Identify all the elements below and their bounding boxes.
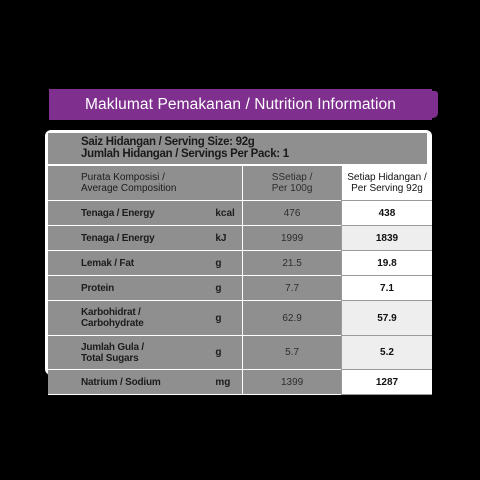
nutrient-name-line2: Carbohydrate	[81, 318, 144, 329]
nutrient-per-serving: 5.2	[340, 336, 432, 370]
nutrient-name-line1: Natrium / Sodium	[81, 376, 161, 388]
table-row: Karbohidrat / Carbohydrate g 62.9 57.9	[48, 301, 432, 336]
nutrition-banner: Maklumat Pemakanan / Nutrition Informati…	[49, 89, 438, 120]
nutrient-per-serving: 438	[340, 201, 432, 226]
table-row: Tenaga / Energy kJ 1999 1839	[48, 226, 432, 251]
header-per100: SSetiap / Per 100g	[242, 166, 341, 201]
table-header-row: Purata Komposisi / Average Composition S…	[48, 166, 432, 201]
nutrient-per100: 1399	[242, 370, 341, 395]
header-per-serving: Setiap Hidangan / Per Serving 92g	[340, 166, 432, 201]
nutrient-name-line1: Protein	[81, 282, 115, 294]
nutrient-per100: 5.7	[242, 336, 341, 370]
serving-size: Saiz Hidangan / Serving Size: 92g	[81, 136, 255, 148]
nutrient-name: Tenaga / Energy	[48, 201, 216, 226]
nutrient-per100: 476	[242, 201, 341, 226]
nutrient-name-line2: Total Sugars	[81, 352, 139, 364]
header-per100-line1: SSetiap /	[271, 172, 313, 183]
nutrient-per100: 62.9	[242, 301, 341, 336]
nutrient-per-serving: 1839	[340, 226, 432, 251]
header-composition: Purata Komposisi / Average Composition	[48, 166, 216, 201]
header-serving-line1: Setiap Hidangan /	[347, 172, 427, 183]
nutrient-per100: 7.7	[242, 276, 341, 301]
nutrient-name: Karbohidrat / Carbohydrate	[48, 301, 216, 336]
nutrient-name: Lemak / Fat	[48, 251, 216, 276]
table-row: Lemak / Fat g 21.5 19.8	[48, 251, 432, 276]
nutrient-name: Tenaga / Energy	[48, 226, 216, 251]
nutrient-name-line1: Tenaga / Energy	[81, 232, 155, 244]
nutrient-unit: g	[215, 276, 243, 301]
nutrient-unit: kcal	[215, 201, 243, 226]
header-serving-line2: Per Serving 92g	[351, 183, 423, 194]
header-composition-line1: Purata Komposisi /	[81, 172, 165, 183]
nutrient-per100: 21.5	[242, 251, 341, 276]
nutrient-name: Natrium / Sodium	[48, 370, 216, 395]
header-composition-line2: Average Composition	[81, 183, 177, 194]
nutrition-panel: Saiz Hidangan / Serving Size: 92g Jumlah…	[45, 130, 432, 395]
header-per100-line2: Per 100g	[271, 183, 313, 194]
nutrient-name-line1: Lemak / Fat	[81, 257, 134, 269]
nutrient-unit: mg	[215, 370, 243, 395]
nutrient-name-line1: Karbohidrat /	[81, 307, 141, 318]
nutrient-unit: g	[215, 251, 243, 276]
nutrient-name-line1: Tenaga / Energy	[81, 207, 155, 219]
nutrient-per-serving: 57.9	[340, 301, 432, 336]
nutrient-name: Protein	[48, 276, 216, 301]
table-row: Jumlah Gula / Total Sugars g 5.7 5.2	[48, 336, 432, 370]
servings-per-pack: Jumlah Hidangan / Servings Per Pack: 1	[81, 148, 289, 160]
table-row: Protein g 7.7 7.1	[48, 276, 432, 301]
table-row: Tenaga / Energy kcal 476 438	[48, 201, 432, 226]
table-row: Natrium / Sodium mg 1399 1287	[48, 370, 432, 395]
nutrient-name-line1: Jumlah Gula /	[81, 341, 144, 353]
nutrient-per-serving: 7.1	[340, 276, 432, 301]
nutrient-per-serving: 19.8	[340, 251, 432, 276]
nutrient-name: Jumlah Gula / Total Sugars	[48, 336, 216, 370]
serving-info: Saiz Hidangan / Serving Size: 92g Jumlah…	[48, 133, 427, 164]
nutrient-per100: 1999	[242, 226, 341, 251]
nutrition-table: Purata Komposisi / Average Composition S…	[48, 166, 432, 395]
nutrient-per-serving: 1287	[340, 370, 432, 395]
nutrient-unit: kJ	[215, 226, 243, 251]
header-unit-cell	[215, 166, 243, 201]
nutrient-unit: g	[215, 301, 243, 336]
nutrient-unit: g	[215, 336, 243, 370]
